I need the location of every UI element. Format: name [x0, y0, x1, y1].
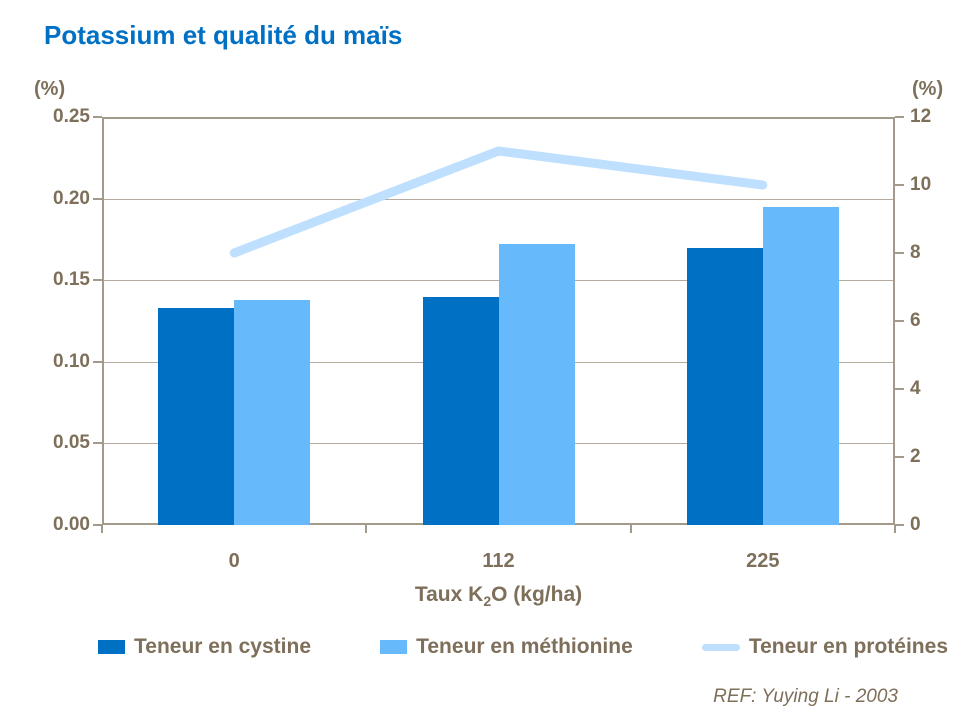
legend-label: Teneur en protéines — [748, 635, 948, 658]
x-axis-tick — [629, 525, 632, 533]
right-axis-tick-label: 12 — [910, 106, 932, 127]
legend-label: Teneur en cystine — [134, 635, 312, 658]
right-axis-tick-label: 0 — [910, 514, 921, 535]
line-teneur-en-prot-ines — [229, 146, 768, 258]
legend-item-methionine: Teneur en méthionine — [380, 635, 633, 659]
proteines-line-icon — [701, 643, 740, 651]
left-axis-tick-label: 0.20 — [53, 187, 90, 209]
bar-teneur-en-cystine-225 — [686, 247, 763, 525]
right-axis-tick — [895, 388, 904, 390]
legend-item-cystine: Teneur en cystine — [98, 635, 311, 659]
gridline — [104, 198, 893, 200]
right-axis-tick — [895, 456, 904, 458]
right-axis-tick-label: 4 — [910, 378, 921, 399]
left-axis-tick-label: 0.25 — [53, 106, 90, 127]
right-axis-tick — [895, 524, 904, 526]
left-axis-tick-label: 0.10 — [53, 350, 90, 372]
right-axis-tick-label: 6 — [910, 310, 921, 331]
x-axis-title: Taux K2O (kg/ha) — [414, 583, 583, 610]
bar-teneur-en-m-thionine-112 — [498, 244, 575, 525]
bar-teneur-en-m-thionine-0 — [234, 299, 311, 525]
bar-teneur-en-m-thionine-225 — [762, 206, 839, 525]
left-axis-tick — [93, 197, 102, 200]
x-axis-tick — [894, 525, 896, 533]
right-axis-tick-label: 2 — [910, 446, 921, 467]
x-axis-category-label: 225 — [746, 550, 780, 572]
left-axis-tick — [93, 524, 102, 526]
bar-teneur-en-cystine-0 — [158, 307, 235, 525]
x-axis-tick — [365, 525, 368, 533]
legend-label: Teneur en méthionine — [416, 635, 633, 658]
line-series-layer — [229, 146, 768, 258]
legend: Teneur en cystine Teneur en méthionine T… — [98, 632, 948, 662]
right-axis-tick — [895, 116, 904, 118]
right-axis-unit-label: (%) — [912, 78, 944, 100]
x-axis-tick — [101, 525, 103, 533]
x-axis-category-label: 0 — [228, 550, 240, 572]
right-axis-tick — [895, 252, 904, 254]
left-axis-tick — [93, 360, 102, 363]
chart-title: Potassium et qualité du maïs — [44, 20, 403, 50]
left-axis-tick — [93, 442, 102, 445]
right-axis-tick — [895, 184, 904, 186]
right-axis-tick-label: 8 — [910, 242, 921, 263]
left-axis-tick — [93, 116, 102, 118]
left-axis-tick-label: 0.15 — [53, 269, 90, 291]
right-axis-tick — [895, 320, 904, 322]
left-axis-tick-label: 0.05 — [53, 432, 90, 454]
right-axis-tick-label: 10 — [910, 174, 932, 195]
x-axis-category-label: 112 — [482, 550, 515, 572]
cystine-swatch-icon — [98, 640, 125, 654]
bar-teneur-en-cystine-112 — [422, 296, 499, 525]
legend-item-proteines: Teneur en protéines — [701, 635, 948, 659]
left-axis-tick — [93, 279, 102, 282]
left-axis-tick-label: 0.00 — [53, 514, 90, 535]
left-axis-unit-label: (%) — [34, 78, 66, 100]
methionine-swatch-icon — [380, 640, 408, 654]
reference-note: REF: Yuying Li - 2003 — [713, 686, 898, 707]
